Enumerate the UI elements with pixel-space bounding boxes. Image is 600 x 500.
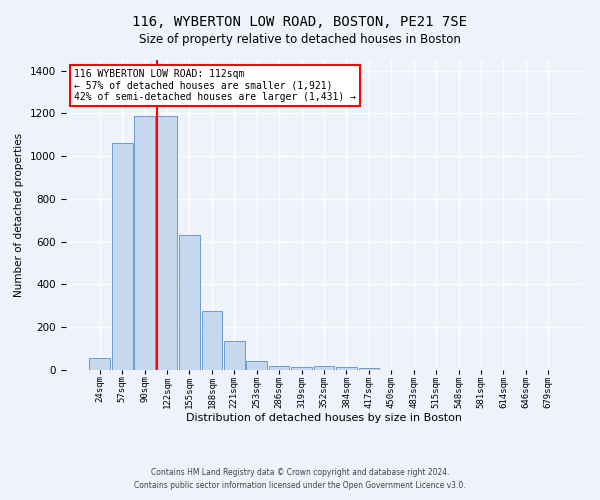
Bar: [269, 366, 289, 370]
Text: Size of property relative to detached houses in Boston: Size of property relative to detached ho…: [139, 32, 461, 46]
Bar: [202, 311, 222, 370]
Bar: [291, 367, 312, 370]
Bar: [314, 366, 334, 370]
Bar: [224, 341, 245, 370]
Text: 116, WYBERTON LOW ROAD, BOSTON, PE21 7SE: 116, WYBERTON LOW ROAD, BOSTON, PE21 7SE: [133, 15, 467, 29]
Y-axis label: Number of detached properties: Number of detached properties: [14, 133, 25, 297]
Bar: [247, 362, 267, 370]
Bar: [134, 116, 155, 370]
Bar: [112, 144, 133, 370]
Bar: [359, 368, 379, 370]
X-axis label: Distribution of detached houses by size in Boston: Distribution of detached houses by size …: [186, 414, 462, 424]
Text: 116 WYBERTON LOW ROAD: 112sqm
← 57% of detached houses are smaller (1,921)
42% o: 116 WYBERTON LOW ROAD: 112sqm ← 57% of d…: [74, 70, 356, 102]
Bar: [89, 358, 110, 370]
Bar: [179, 236, 200, 370]
Bar: [157, 116, 178, 370]
Text: Contains HM Land Registry data © Crown copyright and database right 2024.
Contai: Contains HM Land Registry data © Crown c…: [134, 468, 466, 489]
Bar: [336, 367, 357, 370]
